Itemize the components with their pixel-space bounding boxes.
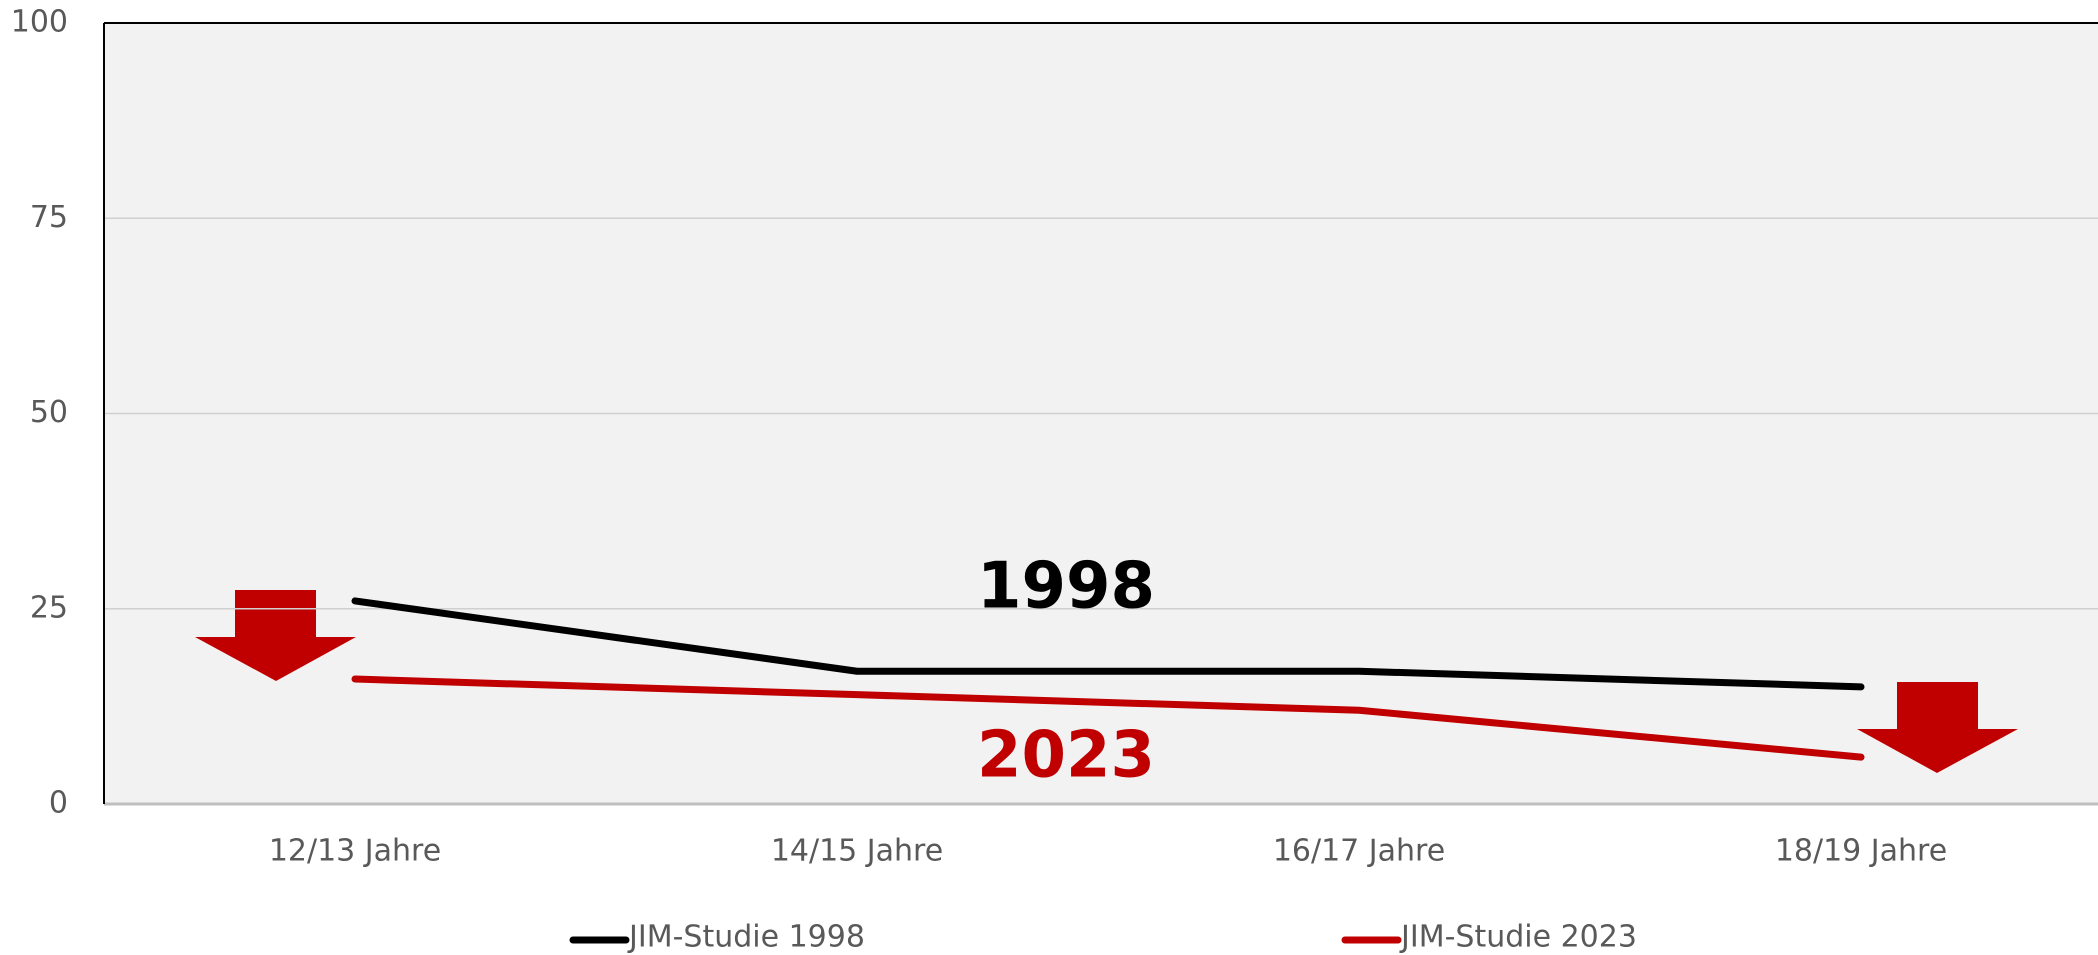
annotation: 1998 bbox=[977, 550, 1155, 624]
y-tick-label: 0 bbox=[49, 786, 68, 821]
y-tick-label: 25 bbox=[30, 590, 68, 625]
legend-label: JIM-Studie 1998 bbox=[627, 920, 865, 955]
x-tick-label: 18/19 Jahre bbox=[1775, 834, 1947, 869]
line-series bbox=[351, 675, 1865, 761]
y-tick-label: 75 bbox=[30, 200, 68, 235]
x-tick-label: 16/17 Jahre bbox=[1273, 834, 1445, 869]
x-tick-label: 12/13 Jahre bbox=[269, 834, 441, 869]
y-tick-label: 50 bbox=[30, 395, 68, 430]
arrow-right bbox=[1857, 682, 2018, 773]
annotation: 2023 bbox=[977, 719, 1155, 793]
legend-label: JIM-Studie 2023 bbox=[1399, 920, 1637, 955]
x-tick-label: 14/15 Jahre bbox=[771, 834, 943, 869]
y-tick-label: 100 bbox=[11, 5, 68, 40]
line-series bbox=[351, 597, 1865, 691]
arrow-left bbox=[195, 590, 356, 681]
